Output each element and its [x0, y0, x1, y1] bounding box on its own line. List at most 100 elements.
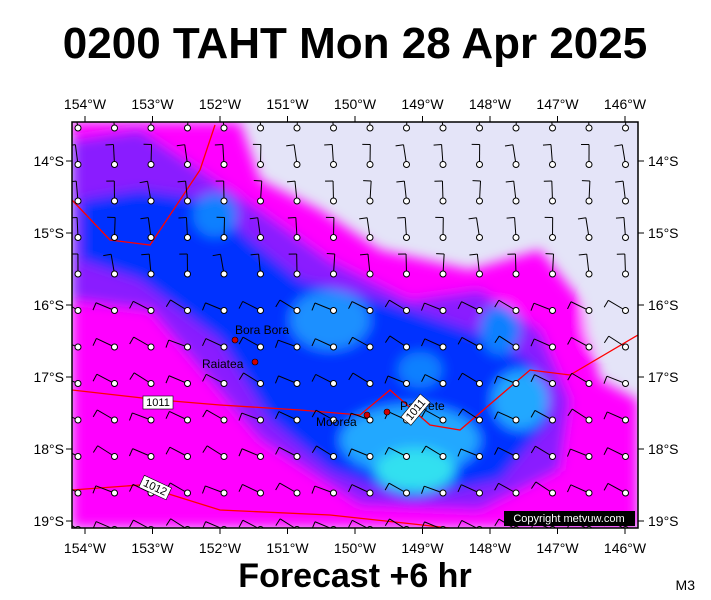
wind-barb	[238, 412, 264, 424]
lon-tick-label: 150°W	[334, 540, 377, 556]
barb-flag	[275, 518, 281, 526]
wind-barb	[275, 411, 301, 424]
barb-station	[330, 380, 337, 387]
barb-station	[403, 124, 410, 132]
wind-barb	[179, 253, 191, 278]
barb-station	[622, 453, 629, 460]
wind-barb	[530, 374, 556, 387]
barb-station	[622, 234, 629, 241]
wind-barb	[543, 180, 556, 205]
barb-station	[220, 197, 228, 205]
wind-barb	[435, 216, 447, 241]
barb-flag	[567, 408, 573, 416]
lon-tick-label: 153°W	[131, 96, 174, 112]
barb-station	[366, 307, 374, 314]
wind-barb	[469, 253, 483, 278]
wind-barb	[615, 180, 629, 205]
wind-barb	[494, 411, 520, 424]
barb-flag	[469, 253, 478, 256]
barb-station	[622, 489, 629, 497]
barb-flag	[396, 180, 405, 183]
lat-tick-label: 17°S	[648, 369, 679, 385]
barb-flag	[494, 411, 499, 420]
barb-station	[220, 343, 228, 351]
wind-barb	[177, 180, 191, 205]
barb-station	[585, 161, 593, 168]
wind-barb	[287, 217, 301, 241]
wind-barb	[238, 372, 264, 387]
barb-station	[476, 270, 483, 278]
barb-flag	[577, 217, 586, 220]
barb-station	[622, 416, 629, 424]
barb-station	[439, 416, 447, 424]
wind-barb	[129, 448, 155, 460]
barb-flag	[614, 144, 623, 147]
barb-station	[293, 380, 301, 387]
wind-barb	[457, 336, 483, 351]
lat-tick-label: 16°S	[33, 297, 64, 313]
barb-flag	[202, 445, 208, 453]
barb-station	[476, 453, 483, 460]
barb-station	[476, 197, 483, 205]
wind-barb	[72, 452, 82, 460]
wind-barb	[397, 217, 410, 241]
wind-barb	[457, 372, 483, 387]
barb-flag	[275, 299, 281, 308]
wind-barb	[143, 143, 155, 168]
barb-station	[184, 161, 191, 168]
barb-shaft	[424, 521, 441, 528]
barb-flag	[129, 448, 134, 457]
barb-station	[147, 416, 155, 424]
barb-flag	[421, 338, 426, 347]
barb-flag	[530, 481, 537, 489]
wind-barb	[421, 485, 447, 497]
barb-station	[293, 270, 301, 278]
wind-barb	[238, 336, 264, 351]
wind-barb	[585, 122, 593, 132]
barb-flag	[212, 253, 221, 257]
barb-flag	[275, 339, 279, 348]
place-label: Bora Bora	[235, 323, 289, 337]
barb-station	[366, 343, 374, 351]
wind-barb	[220, 122, 228, 132]
place-label: Raiatea	[202, 357, 244, 371]
barb-flag	[505, 180, 514, 183]
barb-flag	[348, 412, 352, 421]
title: 0200 TAHT Mon 28 Apr 2025	[63, 19, 647, 68]
wind-barb	[249, 217, 264, 241]
wind-barb	[253, 180, 264, 205]
wind-barb	[250, 253, 264, 278]
barb-flag	[530, 410, 536, 418]
barb-station	[257, 197, 264, 205]
barb-station	[184, 197, 191, 205]
barb-station	[184, 380, 191, 387]
barb-flag	[494, 518, 500, 527]
wind-barb	[566, 448, 593, 460]
barb-flag	[457, 301, 463, 310]
lon-tick-label: 148°W	[469, 540, 512, 556]
wind-barb	[363, 180, 374, 205]
wind-barb	[603, 482, 629, 497]
barb-flag	[578, 253, 587, 256]
wind-barb	[92, 445, 118, 460]
wind-barb	[202, 445, 228, 460]
wind-barb	[92, 485, 118, 497]
barb-station	[476, 380, 483, 387]
wind-barb	[311, 302, 337, 314]
barb-station	[512, 161, 520, 168]
barb-station	[257, 124, 264, 132]
barb-flag	[202, 409, 208, 418]
wind-barb	[616, 253, 629, 278]
barb-station	[147, 234, 155, 241]
barb-station	[220, 161, 228, 168]
wind-barb	[348, 484, 374, 497]
barb-flag	[457, 337, 463, 345]
barb-station	[549, 270, 556, 278]
wind-barb	[384, 446, 410, 460]
wind-barb	[578, 253, 593, 278]
wind-barb	[147, 122, 155, 132]
wind-barb	[286, 144, 301, 168]
wind-barb	[384, 299, 410, 314]
barb-station	[147, 343, 155, 351]
barb-flag	[457, 448, 462, 457]
